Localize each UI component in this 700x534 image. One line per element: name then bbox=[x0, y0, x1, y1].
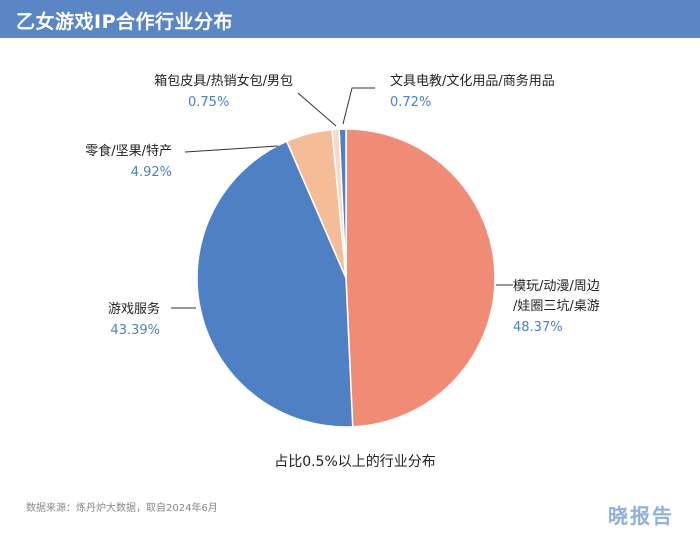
pie-slice-4 bbox=[338, 128, 347, 279]
header-bar: 乙女游戏IP合作行业分布 bbox=[0, 0, 700, 38]
slice-label-1-0: 游戏服务 bbox=[108, 301, 160, 317]
slice-value-3: 0.75% bbox=[188, 95, 229, 110]
slice-label-3-0: 箱包皮具/热销女包/男包 bbox=[154, 73, 293, 89]
leader-line-4 bbox=[342, 87, 375, 125]
chart-caption: 占比0.5%以上的行业分布 bbox=[274, 454, 436, 470]
slice-value-2: 4.92% bbox=[131, 165, 172, 180]
page-title: 乙女游戏IP合作行业分布 bbox=[16, 11, 233, 33]
slice-value-1: 43.39% bbox=[110, 323, 160, 338]
slice-value-4: 0.72% bbox=[390, 95, 431, 110]
brand-logo: 晓报告 bbox=[608, 504, 674, 528]
slice-label-0-0: 模玩/动漫/周边 bbox=[513, 279, 600, 294]
slice-value-0: 48.37% bbox=[513, 320, 563, 335]
slice-label-0-1: /娃圈三坑/桌游 bbox=[513, 299, 600, 314]
slice-label-4-0: 文具电教/文化用品/商务用品 bbox=[390, 73, 555, 89]
data-source-note: 数据来源：炼丹炉大数据，取自2024年6月 bbox=[26, 503, 218, 514]
leader-line-3 bbox=[297, 92, 337, 127]
leader-line-2 bbox=[184, 145, 279, 153]
pie-slice-0 bbox=[345, 128, 496, 428]
pie-slice-1 bbox=[196, 140, 354, 428]
slice-label-2-0: 零食/坚果/特产 bbox=[85, 143, 172, 159]
